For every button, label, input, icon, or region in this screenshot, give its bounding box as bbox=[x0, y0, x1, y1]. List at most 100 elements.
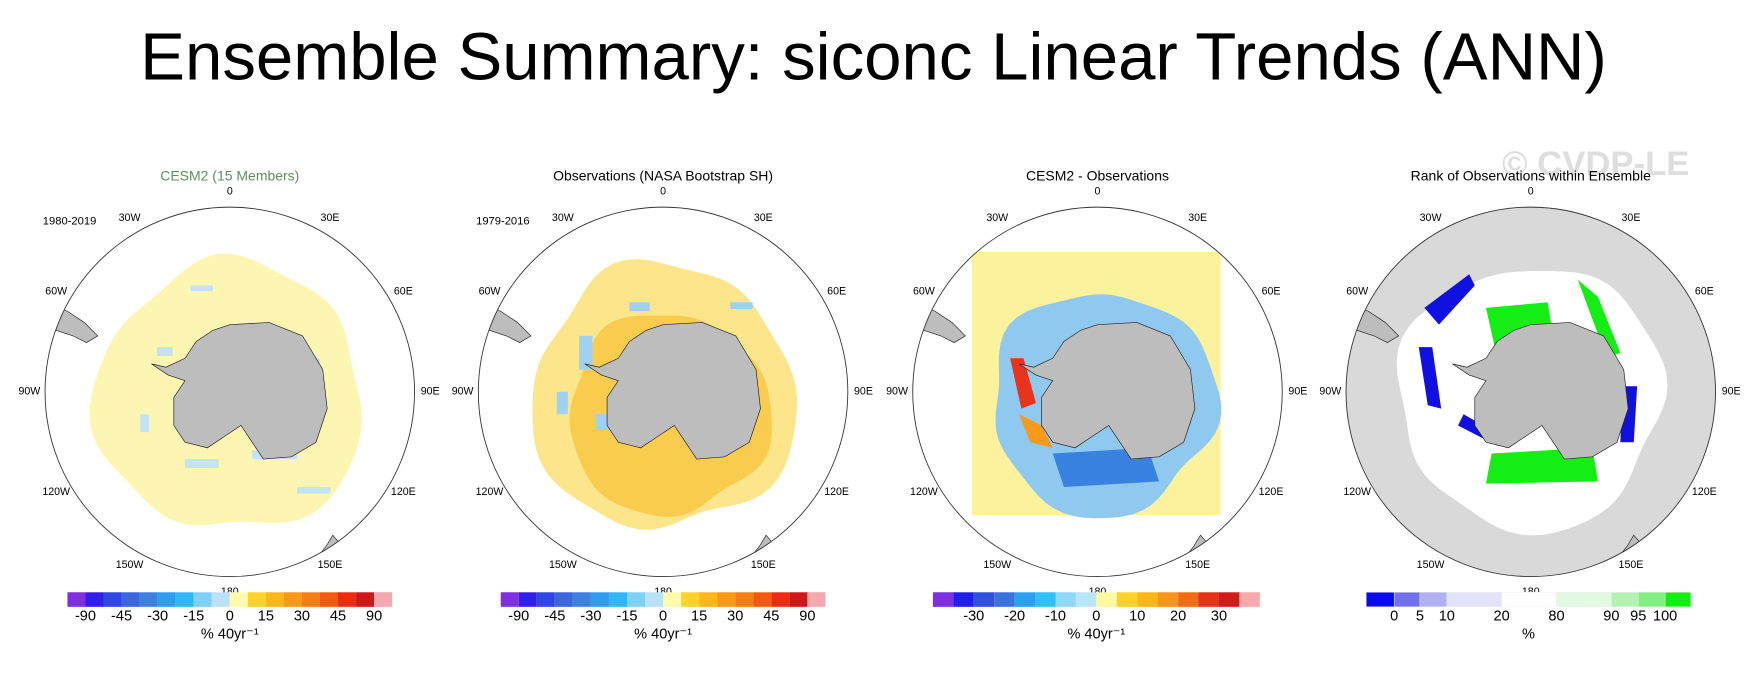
colorbar-label: -45 bbox=[111, 609, 132, 625]
colorbar-box bbox=[1365, 592, 1395, 608]
colorbar-box bbox=[807, 592, 826, 607]
colorbar-box bbox=[994, 592, 1015, 607]
longitude-label: 30W bbox=[119, 212, 141, 224]
colorbar-box bbox=[500, 592, 519, 607]
colorbar-box bbox=[663, 592, 682, 607]
colorbar-box bbox=[1501, 592, 1557, 608]
negative-patch bbox=[296, 487, 331, 494]
colorbar-units: % bbox=[1522, 627, 1535, 643]
colorbar-box bbox=[319, 592, 339, 607]
colorbar-box bbox=[1556, 592, 1612, 608]
colorbar-box bbox=[1035, 592, 1056, 607]
longitude-label: 90E bbox=[421, 386, 440, 398]
longitude-label: 150W bbox=[983, 559, 1011, 571]
longitude-label: 120W bbox=[1343, 486, 1371, 498]
longitude-label: 150W bbox=[549, 559, 577, 571]
colorbar-box bbox=[67, 592, 86, 607]
negative-patch bbox=[579, 335, 593, 370]
colorbar-box bbox=[139, 592, 158, 607]
colorbar-box bbox=[1055, 592, 1076, 607]
colorbar-box bbox=[717, 592, 736, 607]
colorbar-box bbox=[1446, 592, 1502, 608]
colorbar-box bbox=[121, 592, 140, 607]
antarctica bbox=[151, 322, 328, 460]
colorbar-box bbox=[953, 592, 974, 607]
low-rank bbox=[1424, 274, 1475, 325]
negative-patch bbox=[190, 285, 213, 292]
longitude-label: 30E bbox=[754, 212, 773, 224]
colorbar-label: 0 bbox=[1092, 609, 1100, 625]
watermark: © CVDP-LE bbox=[1502, 145, 1689, 183]
negative-patch bbox=[730, 302, 753, 310]
colorbar-label: -90 bbox=[75, 609, 96, 625]
map-fill bbox=[1346, 207, 1716, 577]
longitude-label: 150E bbox=[1185, 559, 1210, 571]
longitude-label: 150E bbox=[1619, 559, 1644, 571]
colorbar-box bbox=[1137, 592, 1158, 607]
longitude-label: 120W bbox=[910, 486, 938, 498]
period: 1980-2019 bbox=[43, 216, 97, 228]
map-fill bbox=[915, 251, 1222, 566]
colorbar-box bbox=[572, 592, 591, 607]
longitude-label: 60W bbox=[479, 285, 501, 297]
longitude-label: 120E bbox=[391, 486, 416, 498]
colorbar-box bbox=[229, 592, 248, 607]
map-panel: 030E60E90E120E150E180150W120W90W60W30WCE… bbox=[886, 168, 1307, 643]
longitude-label: 150E bbox=[318, 559, 343, 571]
colorbar-label: 90 bbox=[1603, 609, 1619, 625]
longitude-label: 120E bbox=[1259, 486, 1284, 498]
colorbar-box bbox=[536, 592, 555, 607]
colorbar-box bbox=[1096, 592, 1117, 607]
colorbar-box bbox=[1393, 592, 1421, 608]
longitude-label: 30E bbox=[1188, 212, 1207, 224]
colorbar-box bbox=[645, 592, 664, 607]
map-fill bbox=[48, 253, 362, 566]
negative-patch bbox=[629, 302, 650, 312]
colorbar-box bbox=[356, 592, 375, 607]
longitude-label: 150W bbox=[1417, 559, 1445, 571]
panel-title: Rank of Observations within Ensemble bbox=[1411, 168, 1651, 184]
longitude-label: 60E bbox=[1262, 285, 1281, 297]
colorbar-box bbox=[1664, 592, 1692, 608]
colorbar-label: 15 bbox=[691, 609, 707, 625]
colorbar-box bbox=[265, 592, 284, 607]
longitude-label: 120W bbox=[42, 486, 70, 498]
longitude-label: 90W bbox=[886, 386, 908, 398]
colorbar-label: 0 bbox=[226, 609, 234, 625]
panel-title: CESM2 - Observations bbox=[1026, 168, 1169, 184]
colorbar-box bbox=[1178, 592, 1199, 607]
figure-title: Ensemble Summary: siconc Linear Trends (… bbox=[140, 19, 1607, 94]
antarctica bbox=[584, 322, 761, 460]
colorbar-box bbox=[211, 592, 230, 607]
longitude-label: 90E bbox=[1288, 386, 1307, 398]
longitude-label: 60W bbox=[45, 285, 67, 297]
colorbar-box bbox=[608, 592, 627, 607]
colorbar-box bbox=[1611, 592, 1639, 608]
colorbar-box bbox=[247, 592, 266, 607]
longitude-label: 30W bbox=[552, 212, 574, 224]
colorbar-label: 95 bbox=[1630, 609, 1646, 625]
colorbar-box bbox=[1638, 592, 1666, 608]
colorbar-label: 10 bbox=[1439, 609, 1455, 625]
colorbar-label: 90 bbox=[366, 609, 382, 625]
longitude-label: 30W bbox=[986, 212, 1008, 224]
colorbar-box bbox=[1419, 592, 1448, 608]
rank-field bbox=[1396, 271, 1668, 536]
map-boundary bbox=[912, 206, 1283, 578]
colorbar-label: 90 bbox=[799, 609, 815, 625]
longitude-label: 0 bbox=[1528, 185, 1534, 197]
colorbar-box bbox=[518, 592, 537, 607]
colorbar-label: -20 bbox=[1004, 609, 1025, 625]
longitude-label: 120E bbox=[1692, 486, 1717, 498]
colorbar-box bbox=[283, 592, 302, 607]
colorbar-units: % 40yr⁻¹ bbox=[201, 627, 259, 643]
map-boundary bbox=[1345, 206, 1716, 578]
colorbar-label: 100 bbox=[1653, 609, 1677, 625]
negative-patch bbox=[157, 347, 173, 357]
colorbar-label: -30 bbox=[963, 609, 984, 625]
panel-title: CESM2 (15 Members) bbox=[160, 168, 299, 184]
colorbar-label: 20 bbox=[1494, 609, 1510, 625]
colorbar-label: 45 bbox=[763, 609, 779, 625]
